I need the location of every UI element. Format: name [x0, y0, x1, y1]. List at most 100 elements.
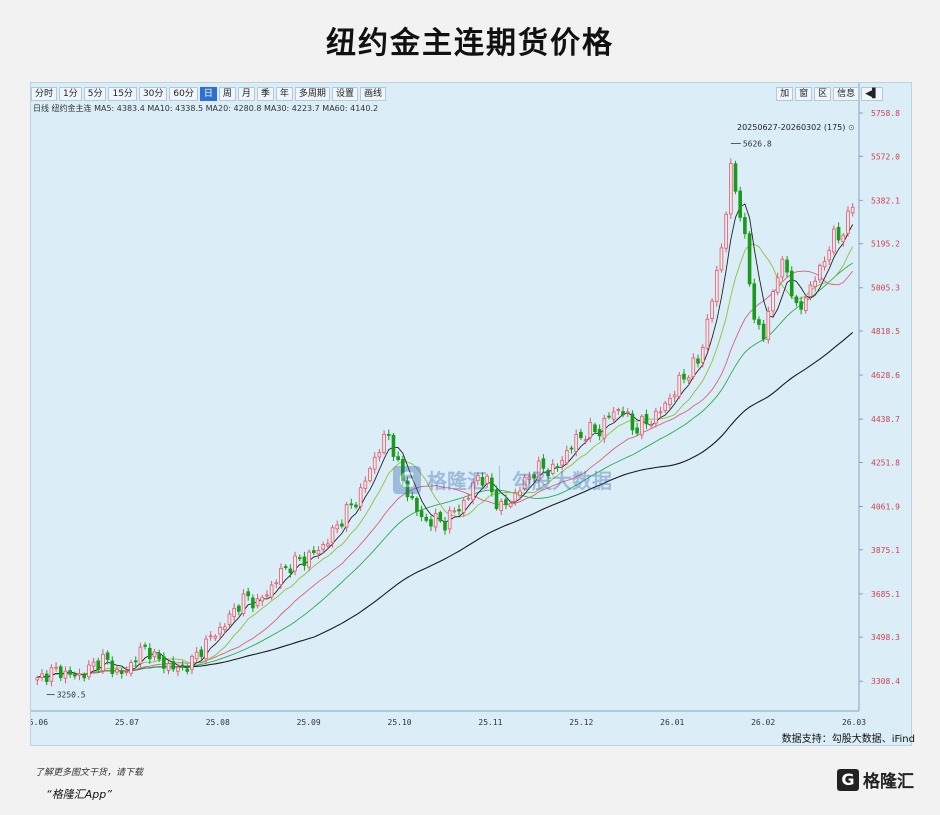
- footer-note: 了解更多图文干货，请下载: [35, 768, 144, 778]
- candle-body: [246, 591, 251, 597]
- watermark-left: 格隆汇: [427, 469, 487, 493]
- candle-body: [490, 477, 494, 493]
- period-button[interactable]: 季: [256, 87, 274, 101]
- ma60-line: [37, 331, 854, 679]
- candle-body: [105, 652, 110, 660]
- period-button[interactable]: 分时: [31, 87, 58, 101]
- candle-body: [222, 626, 227, 631]
- lock-icon[interactable]: ⊙: [847, 123, 855, 132]
- candle-body: [143, 644, 147, 647]
- candle-body: [541, 458, 546, 469]
- candle-body: [761, 323, 766, 340]
- candle-body: [185, 668, 190, 672]
- period-button[interactable]: 画线: [359, 87, 386, 101]
- candle-body: [738, 190, 743, 218]
- candle-body: [850, 206, 855, 214]
- candle-body: [415, 497, 419, 512]
- brand-logo: G 格隆汇: [837, 767, 914, 792]
- candle-body: [560, 460, 564, 466]
- candle-body: [147, 647, 152, 660]
- candle-body: [672, 394, 677, 398]
- candle-body: [635, 427, 639, 434]
- period-button[interactable]: 5分: [83, 87, 107, 101]
- candle-body: [747, 233, 752, 285]
- candle-body: [597, 429, 602, 437]
- candle-body: [293, 555, 297, 572]
- x-tick-label: 25.06: [31, 718, 48, 727]
- candle-body: [649, 424, 653, 427]
- period-toolbar: 分时 1分 5分 15分 30分 60分日周月季年多周期 设置 画线: [31, 87, 388, 101]
- period-button[interactable]: 1分: [59, 87, 82, 101]
- period-button[interactable]: 设置: [331, 87, 358, 101]
- candle-body: [344, 504, 349, 528]
- candle-body: [91, 661, 96, 667]
- candle-body: [639, 415, 644, 436]
- tool-button[interactable]: ◀▌: [861, 87, 883, 101]
- candle-body: [532, 474, 536, 479]
- candle-body: [227, 613, 232, 625]
- candle-body: [602, 417, 607, 439]
- ma10-line: [37, 243, 854, 679]
- tool-button[interactable]: 加: [776, 87, 794, 101]
- watermark-divider: [499, 465, 500, 494]
- x-tick-label: 25.09: [297, 718, 321, 727]
- footer-app: “格隆汇App”: [46, 788, 112, 801]
- period-button[interactable]: 月: [237, 87, 255, 101]
- candle-body: [668, 397, 672, 406]
- period-button[interactable]: 60分: [169, 87, 198, 101]
- page-title: 纽约金主连期货价格: [326, 26, 614, 61]
- x-tick-label: 26.03: [842, 718, 866, 727]
- candle-body: [166, 663, 171, 671]
- candle-body: [752, 283, 757, 320]
- candle-body: [504, 499, 508, 505]
- candle-body: [480, 476, 485, 486]
- y-tick-label: 4438.7: [871, 415, 900, 424]
- candle-body: [705, 318, 710, 349]
- candle-body: [372, 456, 377, 470]
- tool-button[interactable]: 窗: [795, 87, 813, 101]
- candle-body: [485, 475, 489, 484]
- candle-body: [452, 510, 457, 513]
- candle-body: [269, 584, 274, 598]
- candlestick-chart: 5758.8 5572.0 5382.1 5195.2 5005.3 4818.5 4628…: [31, 83, 900, 727]
- candle-body: [152, 651, 157, 658]
- y-tick-label: 5758.8: [871, 109, 900, 118]
- candle-body: [119, 670, 124, 674]
- candle-body: [808, 284, 813, 297]
- period-button[interactable]: 多周期: [294, 87, 330, 101]
- candle-body: [419, 510, 424, 518]
- range-text: 20250627-20260302 (175): [737, 123, 846, 132]
- x-tick-label: 25.11: [478, 718, 502, 727]
- watermark-logo-icon: G: [393, 465, 421, 494]
- period-button[interactable]: 15分: [108, 87, 137, 101]
- candle-body: [204, 638, 208, 660]
- tool-button[interactable]: 信息: [833, 87, 860, 101]
- period-button[interactable]: 日: [199, 87, 217, 101]
- candle-body: [213, 635, 218, 639]
- candle-body: [513, 492, 518, 502]
- candle-body: [546, 470, 550, 477]
- candle-body: [260, 596, 265, 602]
- period-button[interactable]: 30分: [138, 87, 168, 101]
- period-button[interactable]: 年: [275, 87, 293, 101]
- candle-body: [780, 258, 785, 278]
- y-tick-label: 5382.1: [871, 196, 900, 205]
- candle-body: [410, 495, 415, 499]
- candle-body: [766, 311, 771, 340]
- candle-body: [841, 234, 846, 243]
- candle-body: [340, 523, 344, 527]
- candle-body: [799, 301, 803, 310]
- period-button[interactable]: 周: [218, 87, 236, 101]
- candle-body: [326, 543, 330, 547]
- candle-body: [330, 527, 335, 544]
- candle-body: [813, 280, 817, 287]
- candle-body: [199, 649, 204, 657]
- y-tick-label: 4628.6: [871, 371, 900, 380]
- candle-body: [391, 434, 396, 457]
- candle-body: [255, 598, 260, 607]
- y-tick-label: 5005.3: [871, 284, 900, 293]
- candle-body: [733, 163, 738, 192]
- candle-body: [846, 210, 850, 234]
- candle-body: [176, 666, 180, 672]
- tool-button[interactable]: 区: [814, 87, 832, 101]
